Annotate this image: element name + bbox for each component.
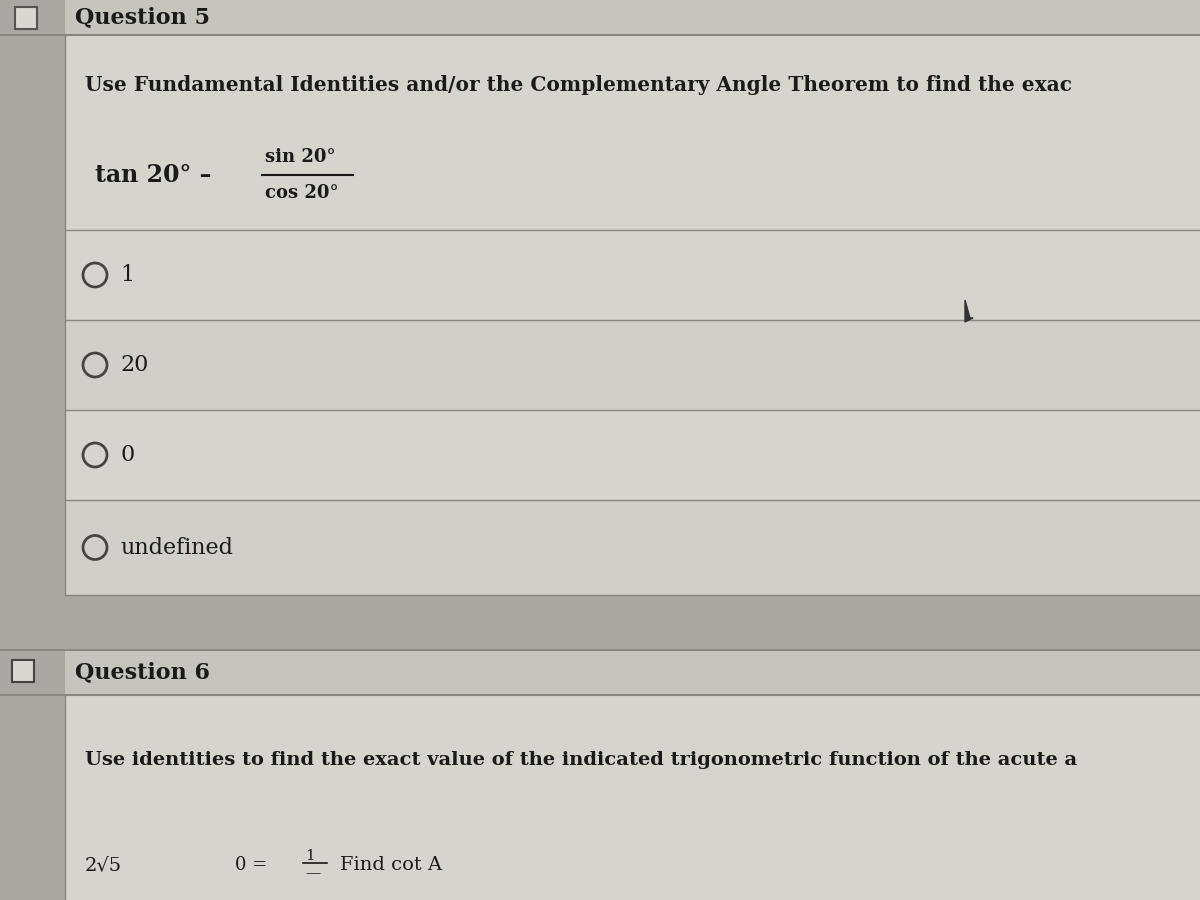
- FancyBboxPatch shape: [0, 35, 65, 595]
- FancyBboxPatch shape: [0, 650, 65, 695]
- FancyBboxPatch shape: [65, 695, 1200, 900]
- FancyBboxPatch shape: [65, 230, 1200, 320]
- Text: 1: 1: [120, 264, 134, 286]
- FancyBboxPatch shape: [65, 410, 1200, 500]
- Text: —: —: [305, 866, 320, 880]
- FancyBboxPatch shape: [14, 7, 37, 29]
- FancyBboxPatch shape: [65, 35, 1200, 595]
- Text: Find cot A: Find cot A: [340, 856, 442, 874]
- Text: tan 20° –: tan 20° –: [95, 163, 211, 187]
- FancyBboxPatch shape: [65, 0, 1200, 35]
- FancyBboxPatch shape: [0, 595, 1200, 650]
- FancyBboxPatch shape: [65, 320, 1200, 410]
- Text: Use Fundamental Identities and/or the Complementary Angle Theorem to find the ex: Use Fundamental Identities and/or the Co…: [85, 75, 1072, 95]
- FancyBboxPatch shape: [65, 650, 1200, 695]
- FancyBboxPatch shape: [12, 660, 34, 682]
- FancyBboxPatch shape: [0, 0, 65, 35]
- Text: 20: 20: [120, 354, 149, 376]
- Polygon shape: [965, 300, 973, 322]
- Text: 0 =: 0 =: [235, 856, 268, 874]
- Text: sin 20°: sin 20°: [265, 148, 336, 166]
- Text: 0: 0: [120, 444, 134, 466]
- FancyBboxPatch shape: [65, 500, 1200, 595]
- Text: Question 5: Question 5: [74, 6, 210, 29]
- Text: Question 6: Question 6: [74, 662, 210, 683]
- Text: 2√5: 2√5: [85, 856, 122, 874]
- Text: cos 20°: cos 20°: [265, 184, 338, 202]
- Text: Use identities to find the exact value of the indicated trigonometric function o: Use identities to find the exact value o…: [85, 751, 1078, 769]
- FancyBboxPatch shape: [0, 695, 65, 900]
- Text: undefined: undefined: [120, 536, 233, 559]
- Text: 1: 1: [305, 849, 314, 863]
